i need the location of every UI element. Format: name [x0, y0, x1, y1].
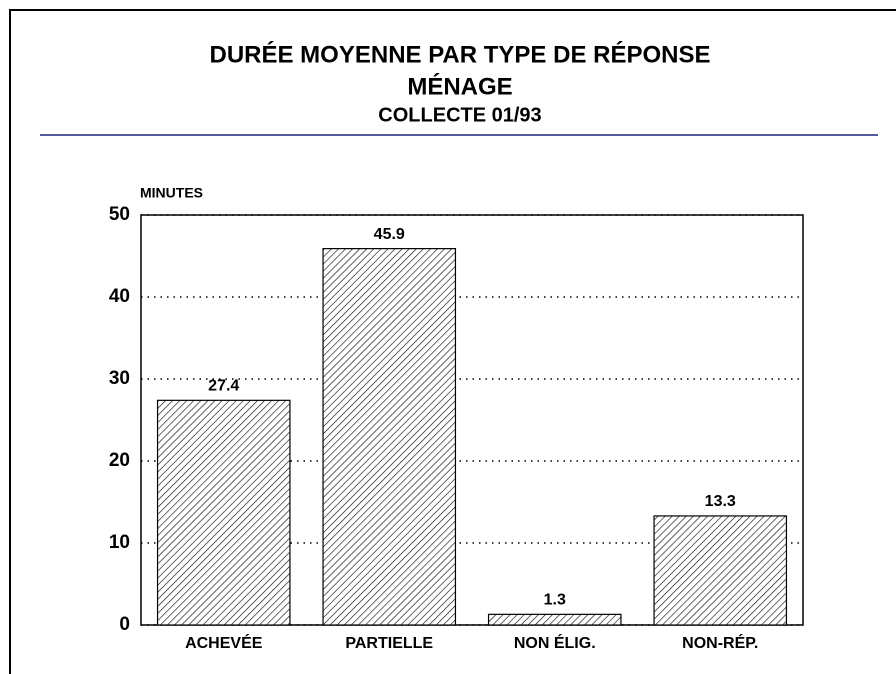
- bar: [156, 399, 291, 626]
- chart-title: DURÉE MOYENNE PAR TYPE DE RÉPONSE: [210, 40, 711, 68]
- y-tick-label: 10: [109, 532, 130, 553]
- x-tick-label: NON-RÉP.: [682, 633, 758, 652]
- value-label: 27.4: [208, 378, 239, 395]
- frame: [9, 9, 896, 674]
- value-label: 45.9: [374, 226, 405, 243]
- y-tick-label: 30: [109, 368, 130, 389]
- x-tick-label: ACHEVÉE: [185, 633, 263, 652]
- y-axis-label: MINUTES: [140, 185, 203, 201]
- y-tick-label: 40: [109, 286, 130, 307]
- chart-subtitle: MÉNAGE: [407, 72, 512, 100]
- bar: [487, 613, 622, 626]
- value-label: 13.3: [705, 493, 736, 510]
- plot-border: [140, 214, 804, 626]
- chart-subtitle: COLLECTE 01/93: [378, 104, 541, 126]
- x-tick-label: NON ÉLIG.: [514, 633, 596, 652]
- value-label: 1.3: [544, 592, 566, 609]
- y-tick-label: 0: [119, 614, 130, 635]
- y-tick-label: 20: [109, 450, 130, 471]
- bar: [322, 248, 457, 626]
- x-tick-label: PARTIELLE: [345, 635, 433, 652]
- bar: [653, 515, 788, 626]
- y-tick-label: 50: [109, 204, 130, 225]
